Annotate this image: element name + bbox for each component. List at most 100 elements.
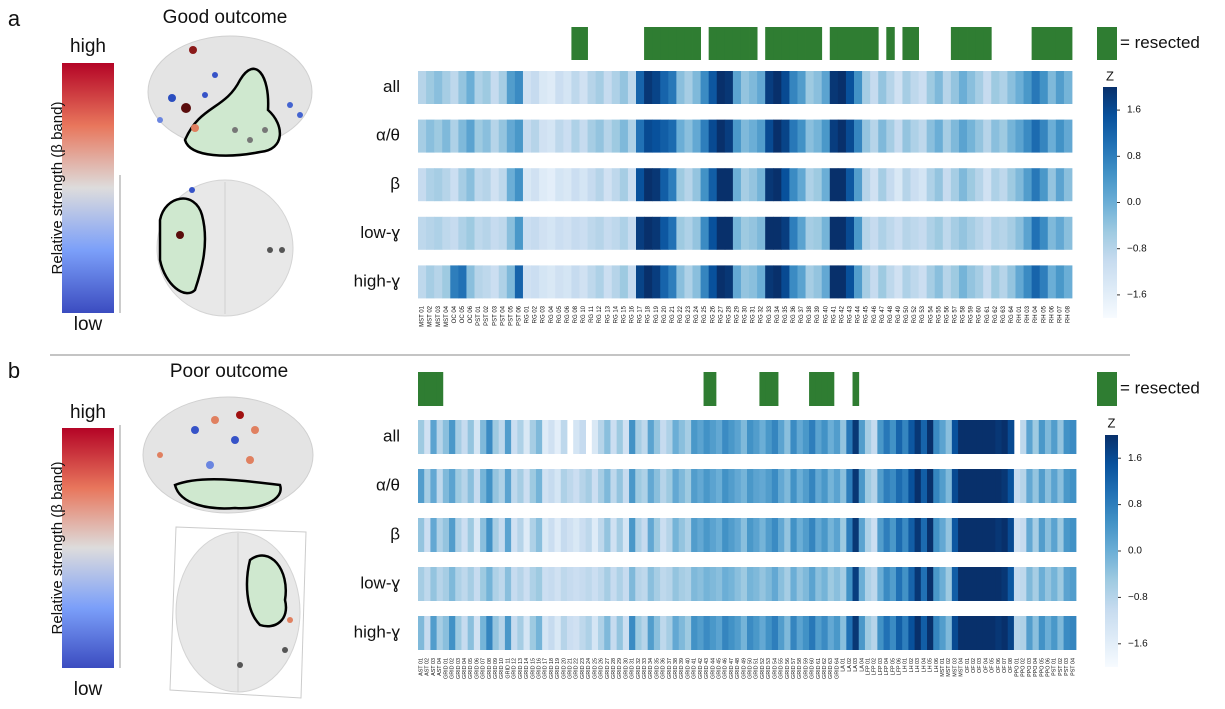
heatmap-cell bbox=[710, 518, 717, 552]
x-tick-label: RG 43 bbox=[848, 305, 854, 323]
heatmap-cell bbox=[442, 265, 450, 298]
heatmap-cell bbox=[894, 168, 902, 201]
x-tick-label: GRID 52 bbox=[760, 658, 766, 679]
heatmap-cell bbox=[821, 518, 828, 552]
heatmap-cell bbox=[865, 567, 872, 601]
heatmap-cell bbox=[975, 168, 983, 201]
heatmap-cell bbox=[511, 567, 518, 601]
heatmap-cell bbox=[1070, 469, 1077, 503]
x-tick-label: GRID 16 bbox=[536, 658, 542, 679]
x-tick-label: PST 01 bbox=[476, 305, 482, 326]
heatmap-cell bbox=[967, 265, 975, 298]
heatmap-cell bbox=[735, 616, 742, 650]
heatmap-cell bbox=[660, 265, 668, 298]
x-tick-label: GRID 25 bbox=[592, 658, 598, 679]
heatmap-cell bbox=[524, 469, 531, 503]
heatmap-cell bbox=[749, 168, 757, 201]
heatmap-cell bbox=[610, 420, 617, 454]
x-tick-label: PST 01 bbox=[1052, 658, 1058, 676]
heatmap-cell bbox=[728, 616, 735, 650]
heatmap-cell bbox=[1064, 567, 1071, 601]
heatmap-cell bbox=[1032, 168, 1040, 201]
heatmap-cell bbox=[430, 567, 437, 601]
heatmap-cell bbox=[492, 567, 499, 601]
heatmap-cell bbox=[927, 469, 934, 503]
heatmap-cell bbox=[673, 469, 680, 503]
heatmap-cell bbox=[641, 518, 648, 552]
heatmap-cell bbox=[951, 71, 959, 104]
heatmap-cell bbox=[579, 71, 587, 104]
heatmap-cell bbox=[964, 518, 971, 552]
heatmap-cell bbox=[507, 168, 515, 201]
heatmap-cell bbox=[939, 518, 946, 552]
heatmap-cell bbox=[733, 217, 741, 250]
heatmap-cell bbox=[991, 265, 999, 298]
heatmap-cell bbox=[890, 420, 897, 454]
heatmap-cell bbox=[704, 567, 711, 601]
x-tick-label: LH 01 bbox=[903, 658, 909, 672]
x-tick-label: GRID 05 bbox=[468, 658, 474, 679]
x-tick-label: AST 03 bbox=[431, 658, 437, 676]
x-tick-label: RG 36 bbox=[791, 305, 797, 323]
heatmap-cell bbox=[620, 168, 628, 201]
heatmap-cell bbox=[999, 265, 1007, 298]
heatmap-cell bbox=[725, 265, 733, 298]
x-tick-label: RG 03 bbox=[541, 305, 547, 323]
heatmap-cell bbox=[830, 217, 838, 250]
heatmap-cell bbox=[884, 420, 891, 454]
heatmap-cell bbox=[1002, 420, 1009, 454]
strength-low-label: low bbox=[74, 314, 103, 335]
heatmap-cell bbox=[505, 420, 512, 454]
heatmap-cell bbox=[878, 120, 886, 153]
heatmap-cell bbox=[853, 420, 860, 454]
heatmap-cell bbox=[418, 518, 425, 552]
z-colorbar-title: Z bbox=[1106, 68, 1114, 83]
x-tick-label: RG 27 bbox=[718, 305, 724, 323]
heatmap-cell bbox=[468, 567, 475, 601]
x-tick-label: GRID 59 bbox=[803, 658, 809, 679]
heatmap-cell bbox=[797, 71, 805, 104]
x-tick-label: RG 04 bbox=[549, 305, 555, 323]
heatmap-cell bbox=[921, 567, 928, 601]
heatmap-cell bbox=[697, 469, 704, 503]
heatmap-cell bbox=[999, 168, 1007, 201]
heatmap-cell bbox=[975, 265, 983, 298]
heatmap-cell bbox=[838, 217, 846, 250]
heatmap-cell bbox=[530, 616, 537, 650]
x-tick-label: RG 06 bbox=[565, 305, 571, 323]
heatmap-cell bbox=[458, 168, 466, 201]
heatmap-cell bbox=[579, 469, 586, 503]
heatmap-cell bbox=[517, 567, 524, 601]
heatmap-cell bbox=[515, 168, 523, 201]
heatmap-cell bbox=[691, 518, 698, 552]
heatmap-cell bbox=[492, 420, 499, 454]
heatmap-cell bbox=[539, 217, 547, 250]
heatmap-cell bbox=[530, 567, 537, 601]
heatmap-cell bbox=[1026, 567, 1033, 601]
heatmap-cell bbox=[1057, 420, 1064, 454]
heatmap-cell bbox=[418, 567, 425, 601]
heatmap-cell bbox=[1033, 518, 1040, 552]
heatmap-cell bbox=[772, 469, 779, 503]
heatmap-cell bbox=[886, 120, 894, 153]
heatmap-cell bbox=[442, 168, 450, 201]
heatmap-cell bbox=[499, 420, 506, 454]
heatmap-cell bbox=[499, 616, 506, 650]
x-tick-label: GRID 63 bbox=[828, 658, 834, 679]
x-tick-label: GRID 17 bbox=[543, 658, 549, 679]
x-tick-label: GRID 23 bbox=[580, 658, 586, 679]
heatmap-cell bbox=[933, 518, 940, 552]
x-tick-label: OF 04 bbox=[983, 658, 989, 673]
heatmap-cell bbox=[773, 120, 781, 153]
heatmap-cell bbox=[475, 217, 483, 250]
heatmap-cell bbox=[943, 120, 951, 153]
heatmap-cell bbox=[1039, 518, 1046, 552]
heatmap-cell bbox=[991, 120, 999, 153]
heatmap-cell bbox=[803, 567, 810, 601]
heatmap-cell bbox=[673, 616, 680, 650]
heatmap-cell bbox=[697, 420, 704, 454]
heatmap-cell bbox=[1064, 71, 1072, 104]
heatmap-cell bbox=[1014, 518, 1021, 552]
heatmap-cell bbox=[716, 518, 723, 552]
heatmap-cell bbox=[1015, 217, 1023, 250]
